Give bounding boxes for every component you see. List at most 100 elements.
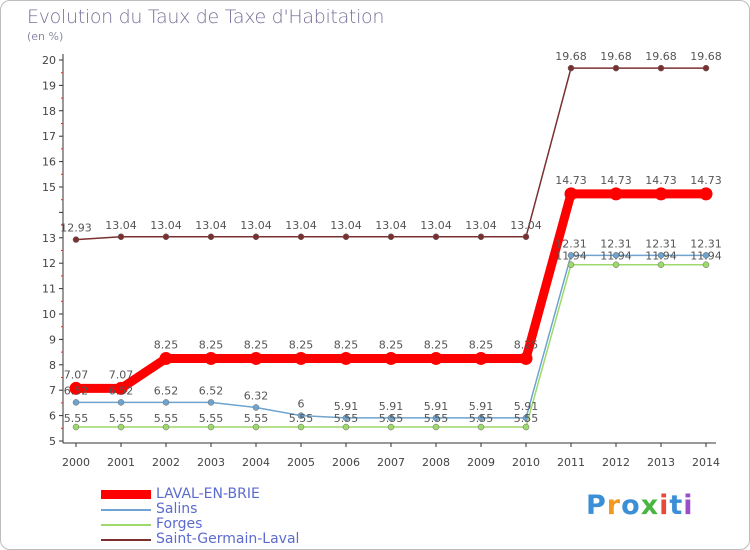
data-point-salins	[387, 414, 395, 422]
data-label-laval-en-brie: 8.25	[154, 338, 179, 351]
data-point-forges	[477, 423, 485, 431]
data-point-saint-germain-laval	[117, 233, 125, 241]
data-point-salins	[162, 399, 170, 406]
data-point-laval-en-brie	[519, 351, 533, 365]
data-point-saint-germain-laval	[612, 64, 620, 72]
data-label-salins: 5.91	[424, 400, 449, 413]
data-label-saint-germain-laval: 13.04	[465, 219, 497, 232]
data-point-saint-germain-laval	[72, 236, 80, 243]
data-point-laval-en-brie	[699, 187, 713, 201]
data-point-saint-germain-laval	[162, 233, 170, 241]
data-label-saint-germain-laval: 13.04	[420, 219, 452, 232]
data-point-forges	[252, 423, 260, 431]
data-label-salins: 6.52	[64, 384, 89, 397]
legend-label-forges: Forges	[156, 516, 203, 532]
data-label-forges: 11.94	[645, 250, 677, 263]
x-tick-label: 2008	[422, 456, 450, 469]
data-label-forges: 5.55	[154, 412, 179, 425]
data-point-forges	[207, 423, 215, 431]
data-point-salins	[612, 252, 620, 259]
data-point-salins	[207, 399, 215, 406]
data-label-forges: 5.55	[514, 412, 539, 425]
data-label-laval-en-brie: 8.25	[424, 338, 449, 351]
legend-swatch-forges	[101, 524, 151, 526]
data-label-salins: 5.91	[334, 400, 359, 413]
data-label-laval-en-brie: 7.07	[64, 368, 89, 381]
data-point-forges	[117, 423, 125, 431]
data-label-salins: 12.31	[555, 237, 587, 250]
data-label-laval-en-brie: 14.73	[645, 174, 677, 187]
data-label-forges: 5.55	[424, 412, 449, 425]
data-point-laval-en-brie	[384, 351, 398, 365]
data-point-saint-germain-laval	[702, 64, 710, 72]
data-point-laval-en-brie	[249, 351, 263, 365]
data-label-forges: 5.55	[469, 412, 494, 425]
data-label-laval-en-brie: 8.25	[379, 338, 404, 351]
data-point-saint-germain-laval	[252, 233, 260, 241]
y-tick-label: 5	[49, 435, 56, 448]
y-tick-label: 8	[49, 359, 56, 372]
data-label-salins: 12.31	[600, 237, 632, 250]
data-point-salins	[567, 252, 575, 259]
data-label-saint-germain-laval: 13.04	[510, 219, 542, 232]
data-label-saint-germain-laval: 13.04	[375, 219, 407, 232]
data-point-salins	[117, 399, 125, 406]
data-point-forges	[522, 423, 530, 431]
legend-label-laval: LAVAL-EN-BRIE	[156, 486, 260, 502]
data-point-laval-en-brie	[204, 351, 218, 365]
data-label-salins: 5.91	[379, 400, 404, 413]
data-label-forges: 11.94	[555, 250, 587, 263]
data-label-laval-en-brie: 8.25	[244, 338, 269, 351]
data-label-laval-en-brie: 14.73	[600, 174, 632, 187]
data-label-saint-germain-laval: 19.68	[690, 50, 722, 63]
data-label-forges: 5.55	[334, 412, 359, 425]
data-point-laval-en-brie	[654, 187, 668, 201]
data-label-salins: 6.52	[154, 384, 179, 397]
data-point-salins	[702, 252, 710, 259]
data-label-saint-germain-laval: 13.04	[330, 219, 362, 232]
y-tick-label: 18	[42, 105, 56, 118]
x-tick-label: 2001	[107, 456, 135, 469]
data-label-saint-germain-laval: 13.04	[150, 219, 182, 232]
y-tick-label: 11	[42, 283, 56, 296]
legend-item-salins: Salins	[101, 501, 361, 517]
data-label-salins: 6.52	[199, 384, 224, 397]
x-tick-label: 2004	[242, 456, 270, 469]
legend-swatch-saint-germain-laval	[101, 539, 151, 541]
data-label-forges: 5.55	[379, 412, 404, 425]
legend-item-saint-germain-laval: Saint-Germain-Laval	[101, 531, 361, 547]
data-label-forges: 5.55	[109, 412, 134, 425]
data-point-salins	[297, 412, 305, 419]
data-label-forges: 11.94	[690, 250, 722, 263]
y-tick-label: 12	[42, 257, 56, 270]
x-tick-label: 2005	[287, 456, 315, 469]
data-point-forges	[702, 261, 710, 268]
data-point-forges	[297, 423, 305, 431]
data-label-laval-en-brie: 8.25	[469, 338, 494, 351]
data-label-saint-germain-laval: 12.93	[60, 222, 92, 235]
data-label-salins: 5.91	[514, 400, 539, 413]
data-label-salins: 6.32	[244, 389, 269, 402]
data-point-laval-en-brie	[114, 381, 128, 395]
y-tick-label: 15	[42, 181, 56, 194]
y-tick-label: 7	[49, 384, 56, 397]
data-point-salins	[252, 404, 260, 411]
y-tick-label: 16	[42, 156, 56, 169]
data-label-forges: 5.55	[199, 412, 224, 425]
data-label-forges: 5.55	[64, 412, 89, 425]
proxiti-logo: Proxiti	[586, 490, 694, 521]
data-point-saint-germain-laval	[297, 233, 305, 241]
legend-swatch-laval	[101, 490, 151, 499]
y-tick-label: 19	[42, 79, 56, 92]
data-point-laval-en-brie	[339, 351, 353, 365]
data-point-forges	[612, 261, 620, 268]
data-label-forges: 11.94	[600, 250, 632, 263]
data-label-salins: 6.52	[109, 384, 134, 397]
data-point-salins	[432, 414, 440, 422]
data-point-laval-en-brie	[609, 187, 623, 201]
data-point-forges	[342, 423, 350, 431]
data-label-saint-germain-laval: 13.04	[240, 219, 272, 232]
data-label-saint-germain-laval: 13.04	[195, 219, 227, 232]
data-point-salins	[657, 252, 665, 259]
